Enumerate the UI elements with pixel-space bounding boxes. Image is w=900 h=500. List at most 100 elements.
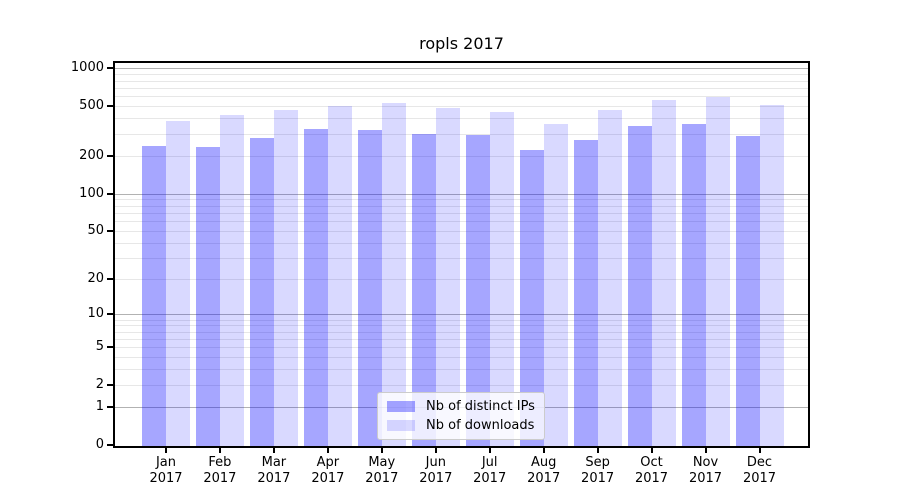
x-tick-label-jan: Jan 2017 xyxy=(131,455,201,487)
bar-feb-distinct-ips xyxy=(196,147,220,446)
gridline-minor xyxy=(115,279,808,281)
y-tick-mark xyxy=(107,105,113,108)
x-tick-year: 2017 xyxy=(257,471,291,486)
x-tick-mark xyxy=(434,448,437,453)
y-tick-label: 20 xyxy=(87,271,104,287)
axis-spine-bottom xyxy=(113,446,810,448)
legend-label-distinct-ips: Nb of distinct IPs xyxy=(426,399,535,414)
legend: Nb of distinct IPs Nb of downloads xyxy=(377,392,545,440)
bar-dec-distinct-ips xyxy=(735,135,760,446)
bar-mar-downloads xyxy=(273,110,298,446)
gridline-minor xyxy=(115,331,808,333)
gridline-minor xyxy=(115,257,808,259)
bar-apr-distinct-ips xyxy=(303,128,328,446)
bar-nov-downloads xyxy=(705,96,730,446)
gridline-minor xyxy=(115,87,808,89)
x-tick-mark xyxy=(218,448,221,453)
x-tick-month: Dec xyxy=(746,455,773,470)
x-tick-label-jun: Jun 2017 xyxy=(401,455,471,487)
x-tick-label-aug: Aug 2017 xyxy=(509,455,579,487)
gridline-minor xyxy=(115,369,808,371)
y-tick-mark xyxy=(107,278,113,281)
gridline-minor xyxy=(115,220,808,222)
x-tick-mark xyxy=(758,448,761,453)
bar-sep-downloads xyxy=(597,110,622,446)
x-tick-label-apr: Apr 2017 xyxy=(293,455,363,487)
gridline-minor xyxy=(115,96,808,98)
gridline-minor xyxy=(115,338,808,340)
gridline-minor xyxy=(115,212,808,214)
gridline-major xyxy=(115,68,808,70)
y-tick-label: 100 xyxy=(79,185,104,201)
gridline-minor xyxy=(115,357,808,359)
x-tick-mark xyxy=(326,448,329,453)
bar-mar-distinct-ips xyxy=(249,137,274,446)
x-tick-month: Jul xyxy=(481,455,498,470)
y-tick-mark xyxy=(107,313,113,316)
x-tick-year: 2017 xyxy=(742,471,777,486)
x-tick-month: May xyxy=(368,455,396,470)
x-tick-mark xyxy=(380,448,383,453)
y-tick-mark xyxy=(107,229,113,232)
bar-oct-distinct-ips xyxy=(627,125,652,446)
x-tick-mark xyxy=(488,448,491,453)
x-tick-month: Aug xyxy=(530,455,557,470)
x-tick-month: Nov xyxy=(692,455,719,470)
gridline-minor xyxy=(115,133,808,135)
y-tick-label: 200 xyxy=(79,147,104,163)
legend-swatch-downloads xyxy=(387,420,415,431)
x-tick-month: Apr xyxy=(316,455,340,470)
x-tick-mark xyxy=(596,448,599,453)
x-tick-year: 2017 xyxy=(581,471,615,486)
bar-jan-downloads xyxy=(166,121,190,446)
x-tick-month: Jan xyxy=(155,455,177,470)
legend-row-distinct-ips: Nb of distinct IPs xyxy=(387,397,535,416)
x-tick-month: Oct xyxy=(640,455,663,470)
gridline-minor xyxy=(115,205,808,207)
chart-title: ropls 2017 xyxy=(419,34,504,53)
axis-spine-right xyxy=(808,61,810,448)
bar-apr-downloads xyxy=(327,106,352,446)
x-tick-month: Sep xyxy=(585,455,610,470)
y-tick-mark xyxy=(107,154,113,157)
gridline-minor xyxy=(115,385,808,387)
x-tick-year: 2017 xyxy=(634,471,669,486)
x-tick-year: 2017 xyxy=(365,471,399,486)
x-tick-mark xyxy=(165,448,167,453)
gridline-minor xyxy=(115,199,808,201)
x-tick-mark xyxy=(704,448,707,453)
bar-jun-downloads xyxy=(435,107,460,446)
gridline-major xyxy=(115,314,808,316)
gridline-minor xyxy=(115,242,808,244)
x-tick-year: 2017 xyxy=(527,471,561,486)
y-tick-mark xyxy=(107,384,113,387)
gridline-minor xyxy=(115,106,808,108)
bar-jul-downloads xyxy=(489,111,514,446)
gridline-minor xyxy=(115,325,808,327)
axis-spine-top xyxy=(113,61,810,63)
y-tick-label: 500 xyxy=(79,98,104,114)
x-tick-mark xyxy=(272,448,275,453)
gridline-minor xyxy=(115,155,808,157)
y-tick-label: 2 xyxy=(95,377,104,393)
x-tick-year: 2017 xyxy=(688,471,723,486)
x-tick-month: Jun xyxy=(425,455,446,470)
x-tick-label-oct: Oct 2017 xyxy=(617,455,687,487)
gridline-minor xyxy=(115,319,808,321)
legend-row-downloads: Nb of downloads xyxy=(387,416,535,435)
bar-feb-downloads xyxy=(220,115,244,446)
gridline-minor xyxy=(115,80,808,82)
y-tick-label: 0 xyxy=(95,437,104,452)
x-tick-label-dec: Dec 2017 xyxy=(725,455,795,487)
x-tick-label-feb: Feb 2017 xyxy=(185,455,255,487)
y-tick-label: 50 xyxy=(87,222,104,238)
legend-label-downloads: Nb of downloads xyxy=(426,418,535,433)
x-tick-year: 2017 xyxy=(311,471,345,486)
y-tick-label: 1000 xyxy=(70,60,104,76)
y-tick-label: 10 xyxy=(87,306,104,322)
y-tick-label: 1 xyxy=(95,399,104,415)
x-tick-label-nov: Nov 2017 xyxy=(671,455,741,487)
x-tick-mark xyxy=(650,448,653,453)
y-tick-mark xyxy=(107,444,113,446)
bar-oct-downloads xyxy=(651,99,676,446)
